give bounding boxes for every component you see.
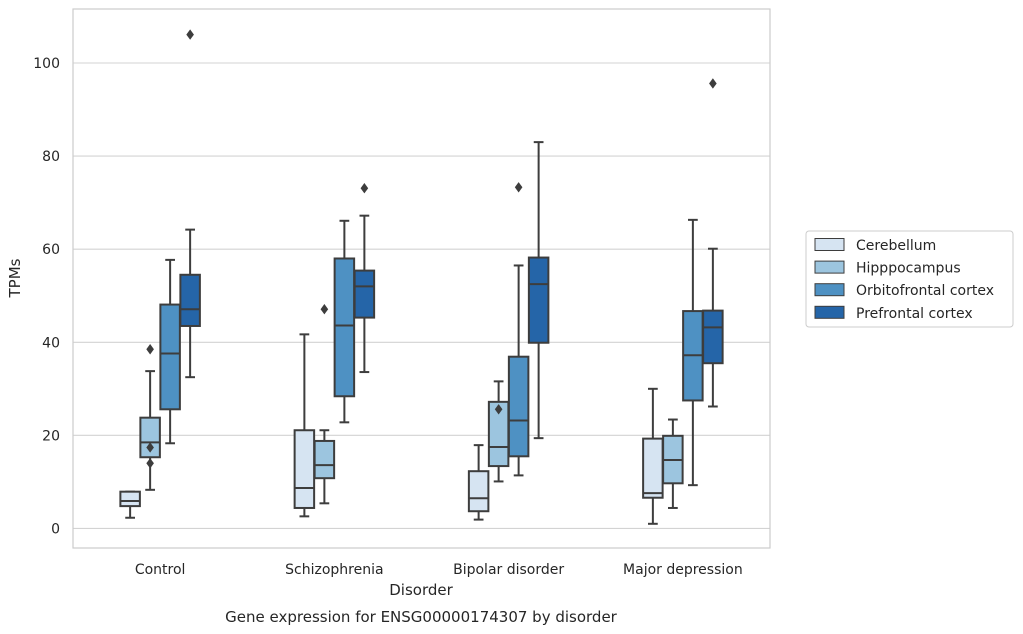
box-orbitofrontal-cortex [507,182,530,477]
outlier-point [186,29,194,40]
box-prefrontal-cortex [702,78,724,408]
box-body [642,437,664,499]
y-axis-ticks: 0 20 40 60 80 100 [33,56,60,537]
box-cerebellum [293,333,316,518]
box-hipppocampus [487,380,510,483]
y-axis-label: TPMs [6,258,24,298]
outlier-point [146,344,154,355]
box-body [293,429,316,509]
boxes [119,29,724,525]
box-body [313,439,336,480]
outlier-point [514,182,523,193]
legend-label: Cerebellum [856,238,936,254]
box-body [527,256,550,344]
box-body [119,490,141,508]
box-orbitofrontal-cortex [682,218,704,487]
box-body [467,470,490,513]
x-tick-label: Major depression [623,562,743,578]
legend-swatch [814,238,845,251]
box-hipppocampus [662,418,684,509]
x-tick-label: Schizophrenia [285,562,383,578]
box-hipppocampus [139,344,161,491]
box-body [159,303,181,411]
x-axis-ticks: Control Schizophrenia Bipolar disorder Majo… [135,562,743,578]
x-axis-label: Disorder [389,581,453,599]
box-body [139,416,161,459]
box-cerebellum [642,387,664,525]
box-prefrontal-cortex [527,141,550,440]
x-tick-label: Bipolar disorder [453,562,564,578]
outlier-point [320,304,329,315]
box-body [702,309,724,365]
y-tick-label: 60 [42,242,60,258]
legend: Cerebellum Hipppocampus Orbitofrontal cort… [805,230,1014,328]
outlier-point [709,78,717,89]
legend-swatch [814,260,845,274]
box-body [333,257,356,398]
plot-area [72,8,771,549]
legend-swatch [814,283,845,297]
box-cerebellum [119,490,141,519]
y-tick-label: 0 [51,521,60,537]
y-tick-label: 40 [42,335,60,351]
chart-title: Gene expression for ENSG00000174307 by d… [225,608,618,626]
box-prefrontal-cortex [353,183,376,374]
box-cerebellum [467,444,490,521]
legend-frame [805,230,1014,328]
box-prefrontal-cortex [179,29,201,379]
box-orbitofrontal-cortex [333,219,356,424]
outlier-point [146,458,154,469]
y-tick-label: 20 [42,428,60,444]
legend-swatch [814,305,845,319]
box-body [179,273,201,327]
y-tick-label: 100 [33,56,60,72]
outlier-point [360,183,369,194]
y-tick-label: 80 [42,149,60,165]
outlier-point [146,442,154,453]
x-tick-label: Control [135,562,186,578]
legend-label: Orbitofrontal cortex [856,283,994,299]
legend-label: Hipppocampus [856,261,961,277]
box-orbitofrontal-cortex [159,258,181,445]
legend-label: Prefrontal cortex [856,306,973,322]
box-body [507,355,530,458]
outlier-point [494,404,503,415]
box-body [353,269,376,319]
box-hipppocampus [313,304,336,505]
